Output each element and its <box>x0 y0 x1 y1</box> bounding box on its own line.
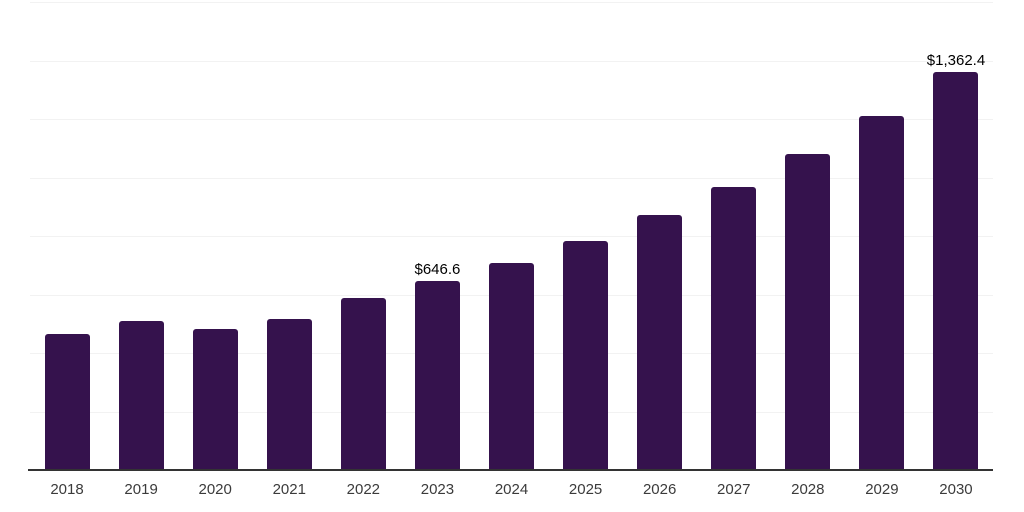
bar-2026[interactable] <box>637 214 683 470</box>
bar-2028[interactable] <box>785 154 831 470</box>
bar-slot-2027 <box>697 2 771 470</box>
x-tick-2023: 2023 <box>420 481 455 498</box>
bar-slot-2025 <box>549 2 623 470</box>
bar-value-label-2030: $1,362.4 <box>926 51 986 69</box>
bar-2021[interactable] <box>266 318 312 470</box>
x-tick-2020: 2020 <box>198 481 232 498</box>
gridline <box>30 60 993 62</box>
x-axis-labels: 2018 2019 2020 2021 2022 2023 2024 2025 2026 2027… <box>30 481 993 499</box>
gridline <box>30 236 993 237</box>
bar-slot-2024 <box>474 2 548 470</box>
x-tick-2026: 2026 <box>642 481 677 498</box>
x-tick-2027: 2027 <box>717 481 751 498</box>
x-tick-2022: 2022 <box>346 481 381 498</box>
bar-slot-2026 <box>623 2 697 470</box>
bar-value-label-2023: $646.6 <box>414 260 461 278</box>
x-tick-2029: 2029 <box>865 481 899 498</box>
gridline <box>30 2 993 3</box>
bar-2024[interactable] <box>489 262 534 470</box>
x-tick-2024: 2024 <box>494 481 529 498</box>
plot-area: $646.6 $1,362.4 <box>30 2 993 470</box>
bar-2025[interactable] <box>563 241 609 470</box>
bar-slot-2030: $1,362.4 <box>919 2 993 470</box>
bar-2030[interactable] <box>933 71 979 470</box>
x-tick-2028: 2028 <box>791 481 825 498</box>
bar-2019[interactable] <box>118 321 164 470</box>
bar-2023[interactable] <box>414 280 460 470</box>
bar-2027[interactable] <box>711 186 757 470</box>
bar-2020[interactable] <box>192 329 238 470</box>
bar-slot-2029 <box>845 2 919 470</box>
bar-slot-2018 <box>30 2 104 470</box>
gridline <box>30 119 993 120</box>
bar-2018[interactable] <box>44 334 90 470</box>
bar-slot-2023: $646.6 <box>400 2 474 470</box>
x-tick-2019: 2019 <box>124 481 158 498</box>
bar-slot-2022 <box>326 2 400 470</box>
bar-slot-2020 <box>178 2 252 470</box>
bar-2029[interactable] <box>859 115 905 470</box>
bar-slot-2028 <box>771 2 845 470</box>
bars-container: $646.6 $1,362.4 <box>30 2 993 470</box>
bar-slot-2019 <box>104 2 178 470</box>
x-tick-2018: 2018 <box>50 481 84 498</box>
x-tick-2030: 2030 <box>939 481 973 498</box>
x-axis-line <box>28 469 993 471</box>
x-tick-2025: 2025 <box>568 481 603 498</box>
x-tick-2021: 2021 <box>272 481 306 498</box>
bar-slot-2021 <box>252 2 326 470</box>
gridline <box>30 177 993 179</box>
bar-2022[interactable] <box>340 298 386 470</box>
